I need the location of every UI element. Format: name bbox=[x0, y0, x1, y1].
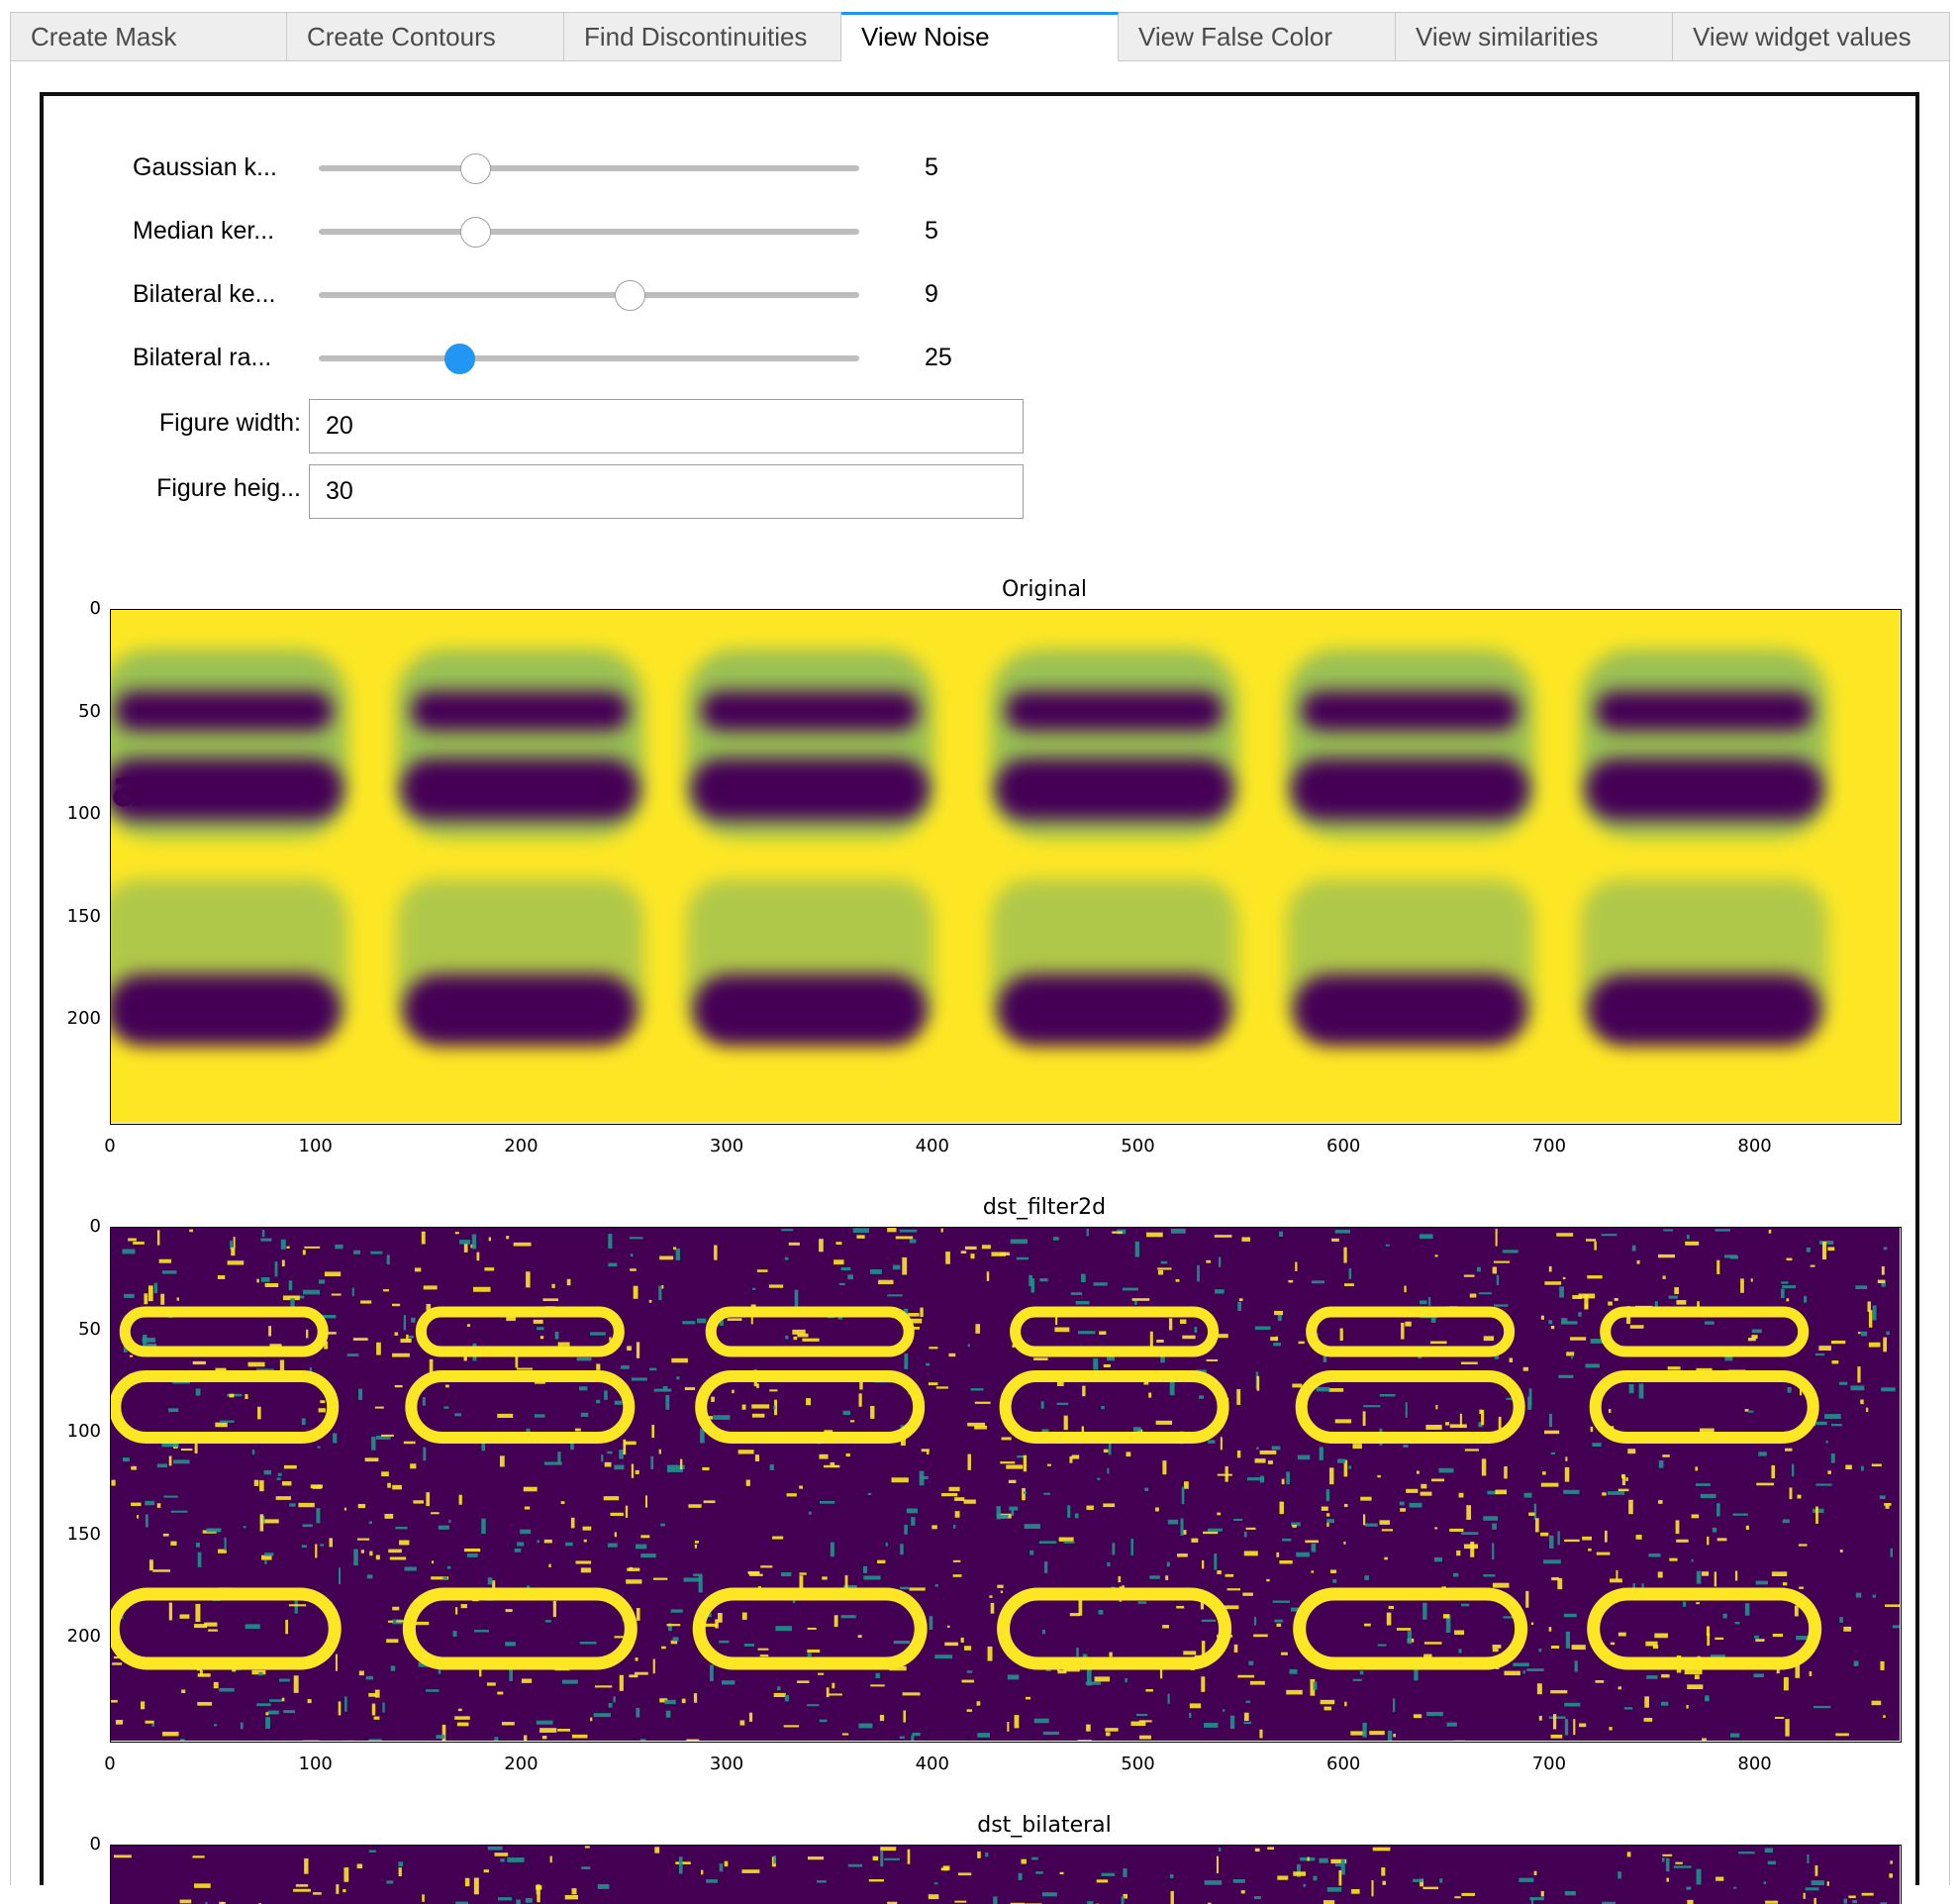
slider-label: Bilateral ke... bbox=[133, 280, 291, 309]
x-tick-label: 500 bbox=[1109, 1754, 1168, 1774]
x-tick-label: 500 bbox=[1109, 1136, 1168, 1156]
x-tick-label: 700 bbox=[1519, 1136, 1579, 1156]
slider-handle[interactable] bbox=[460, 153, 491, 184]
y-tick-label: 0 bbox=[44, 1834, 101, 1854]
slider-value: 25 bbox=[925, 344, 1024, 372]
slider-label: Median ker... bbox=[133, 217, 291, 246]
slider-value: 5 bbox=[925, 217, 1024, 246]
slider-handle[interactable] bbox=[615, 280, 645, 311]
slider-value: 5 bbox=[925, 153, 1024, 182]
bilateral-range-slider-row: Bilateral ra... 25 bbox=[133, 338, 1024, 377]
x-tick-label: 800 bbox=[1725, 1754, 1785, 1774]
y-tick-label: 200 bbox=[44, 1626, 101, 1647]
plot-title-bilateral: dst_bilateral bbox=[846, 1813, 1242, 1838]
x-tick-label: 200 bbox=[491, 1136, 550, 1156]
x-tick-label: 200 bbox=[491, 1754, 550, 1774]
y-tick-label: 150 bbox=[44, 1524, 101, 1545]
figure-height-row: Figure heig... bbox=[133, 464, 1024, 520]
plot-title-filter2d: dst_filter2d bbox=[846, 1195, 1242, 1220]
bilateral-kernel-slider[interactable] bbox=[319, 292, 859, 298]
x-tick-label: 0 bbox=[80, 1754, 140, 1774]
slider-handle[interactable] bbox=[460, 217, 491, 248]
x-tick-label: 600 bbox=[1314, 1754, 1373, 1774]
filter2d-image bbox=[110, 1227, 1902, 1743]
slider-label: Bilateral ra... bbox=[133, 344, 291, 372]
tab-find-discontinuities[interactable]: Find Discontinuities bbox=[564, 12, 841, 61]
x-tick-label: 100 bbox=[286, 1136, 345, 1156]
output-area: Gaussian k... 5 Median ker... 5 Bilatera… bbox=[40, 92, 1919, 1885]
y-tick-label: 0 bbox=[44, 598, 101, 619]
x-tick-label: 700 bbox=[1519, 1754, 1579, 1774]
y-tick-label: 50 bbox=[44, 701, 101, 722]
figure-width-label: Figure width: bbox=[133, 409, 301, 438]
tab-create-contours[interactable]: Create Contours bbox=[287, 12, 564, 61]
x-tick-label: 800 bbox=[1725, 1136, 1785, 1156]
figure-width-row: Figure width: bbox=[133, 399, 1024, 454]
y-tick-label: 200 bbox=[44, 1008, 101, 1029]
slider-handle[interactable] bbox=[444, 344, 475, 374]
tab-view-similarities[interactable]: View similarities bbox=[1396, 12, 1673, 61]
figure-height-input[interactable] bbox=[309, 464, 1024, 519]
x-tick-label: 400 bbox=[903, 1136, 962, 1156]
bilateral-image bbox=[110, 1845, 1902, 1904]
y-tick-label: 50 bbox=[44, 1319, 101, 1340]
gaussian-kernel-slider[interactable] bbox=[319, 165, 859, 171]
y-tick-label: 100 bbox=[44, 803, 101, 824]
x-tick-label: 400 bbox=[903, 1754, 962, 1774]
y-tick-label: 0 bbox=[44, 1216, 101, 1237]
x-tick-label: 300 bbox=[697, 1136, 756, 1156]
slider-label: Gaussian k... bbox=[133, 153, 291, 182]
y-tick-label: 100 bbox=[44, 1421, 101, 1442]
x-tick-label: 100 bbox=[286, 1754, 345, 1774]
slider-value: 9 bbox=[925, 280, 1024, 309]
tab-view-noise[interactable]: View Noise bbox=[841, 12, 1119, 61]
gaussian-kernel-slider-row: Gaussian k... 5 bbox=[133, 148, 1024, 187]
figure-height-label: Figure heig... bbox=[133, 474, 301, 503]
x-tick-label: 600 bbox=[1314, 1136, 1373, 1156]
tab-create-mask[interactable]: Create Mask bbox=[10, 12, 287, 61]
original-image: a bbox=[110, 609, 1902, 1125]
tab-view-false-color[interactable]: View False Color bbox=[1119, 12, 1396, 61]
tab-bar: Create Mask Create Contours Find Discont… bbox=[10, 12, 1950, 61]
median-kernel-slider-row: Median ker... 5 bbox=[133, 211, 1024, 251]
tab-view-widget-values[interactable]: View widget values bbox=[1673, 12, 1950, 61]
bilateral-range-slider[interactable] bbox=[319, 355, 859, 361]
figure-width-input[interactable] bbox=[309, 399, 1024, 453]
x-tick-label: 0 bbox=[80, 1136, 140, 1156]
svg-text:a: a bbox=[111, 759, 146, 819]
x-tick-label: 300 bbox=[697, 1754, 756, 1774]
y-tick-label: 150 bbox=[44, 906, 101, 927]
plot-title-original: Original bbox=[846, 577, 1242, 602]
median-kernel-slider[interactable] bbox=[319, 229, 859, 235]
bilateral-kernel-slider-row: Bilateral ke... 9 bbox=[133, 274, 1024, 314]
